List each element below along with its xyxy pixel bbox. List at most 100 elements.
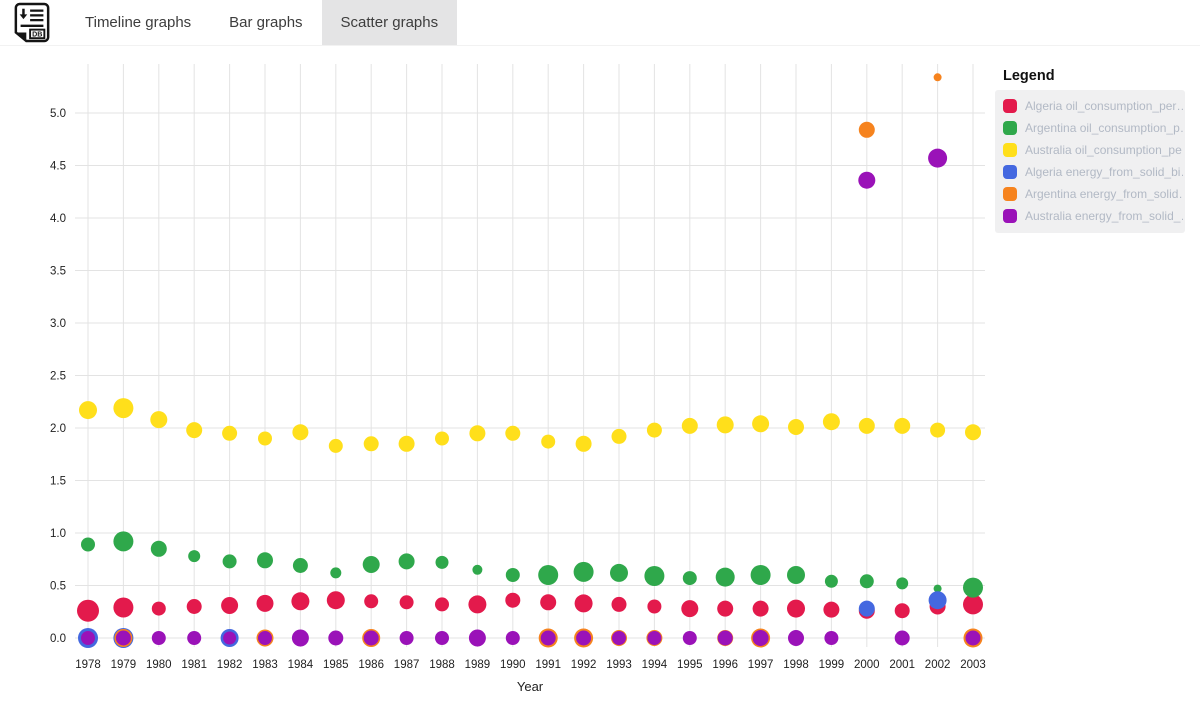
data-point-series-2[interactable] xyxy=(292,424,309,441)
data-point-series-1[interactable] xyxy=(81,537,95,552)
data-point-series-0[interactable] xyxy=(505,592,521,608)
data-point-series-5[interactable] xyxy=(612,631,626,645)
data-point-series-2[interactable] xyxy=(788,419,804,435)
data-point-series-1[interactable] xyxy=(505,568,520,582)
data-point-series-5[interactable] xyxy=(752,630,769,646)
data-point-series-5[interactable] xyxy=(468,629,486,647)
data-point-series-2[interactable] xyxy=(930,422,946,438)
data-point-series-5[interactable] xyxy=(788,630,804,646)
data-point-series-3[interactable] xyxy=(858,600,875,617)
data-point-series-0[interactable] xyxy=(540,594,557,611)
data-point-series-2[interactable] xyxy=(894,417,911,434)
data-point-series-2[interactable] xyxy=(575,435,592,452)
tab-scatter-graphs[interactable]: Scatter graphs xyxy=(321,0,458,45)
tab-timeline-graphs[interactable]: Timeline graphs xyxy=(66,0,210,45)
legend-item-5[interactable]: Australia energy_from_solid_… xyxy=(1003,205,1185,227)
data-point-series-5[interactable] xyxy=(187,631,202,645)
data-point-series-2[interactable] xyxy=(258,431,272,446)
data-point-series-2[interactable] xyxy=(646,422,662,438)
data-point-series-2[interactable] xyxy=(505,425,521,441)
data-point-series-5[interactable] xyxy=(505,631,520,645)
data-point-series-1[interactable] xyxy=(750,565,771,585)
data-point-series-1[interactable] xyxy=(963,577,983,598)
data-point-series-2[interactable] xyxy=(965,424,981,441)
data-point-series-2[interactable] xyxy=(469,425,486,442)
data-point-series-2[interactable] xyxy=(328,438,343,453)
data-point-series-0[interactable] xyxy=(681,600,699,618)
data-point-series-5[interactable] xyxy=(894,630,910,646)
data-point-series-5[interactable] xyxy=(647,631,662,645)
data-point-series-0[interactable] xyxy=(364,594,379,609)
data-point-series-0[interactable] xyxy=(151,601,166,616)
data-point-series-0[interactable] xyxy=(399,595,414,610)
data-point-series-5[interactable] xyxy=(151,631,166,645)
data-point-series-5[interactable] xyxy=(928,148,948,168)
data-point-series-5[interactable] xyxy=(363,630,379,646)
data-point-series-1[interactable] xyxy=(292,558,308,573)
data-point-series-5[interactable] xyxy=(115,630,131,646)
data-point-series-5[interactable] xyxy=(291,629,309,647)
data-point-series-1[interactable] xyxy=(150,540,167,557)
data-point-series-0[interactable] xyxy=(717,600,734,617)
data-point-series-5[interactable] xyxy=(328,630,344,646)
data-point-series-4[interactable] xyxy=(858,121,875,138)
data-point-series-5[interactable] xyxy=(435,631,449,645)
tab-bar-graphs[interactable]: Bar graphs xyxy=(210,0,321,45)
legend-item-1[interactable]: Argentina oil_consumption_p… xyxy=(1003,117,1185,139)
data-point-series-5[interactable] xyxy=(223,631,237,645)
data-point-series-0[interactable] xyxy=(752,600,769,617)
data-point-series-2[interactable] xyxy=(79,401,97,420)
data-point-series-0[interactable] xyxy=(256,594,274,612)
data-point-series-0[interactable] xyxy=(787,599,805,618)
data-point-series-0[interactable] xyxy=(113,597,134,618)
legend-item-4[interactable]: Argentina energy_from_solid… xyxy=(1003,183,1185,205)
data-point-series-2[interactable] xyxy=(186,422,203,439)
data-point-series-2[interactable] xyxy=(150,411,168,429)
data-point-series-2[interactable] xyxy=(752,415,770,433)
data-point-series-0[interactable] xyxy=(823,601,840,618)
data-point-series-5[interactable] xyxy=(824,631,839,645)
legend-item-0[interactable]: Algeria oil_consumption_per… xyxy=(1003,95,1185,117)
data-point-series-2[interactable] xyxy=(222,425,238,441)
data-point-series-1[interactable] xyxy=(896,577,909,590)
data-point-series-0[interactable] xyxy=(435,597,449,612)
data-point-series-1[interactable] xyxy=(573,561,594,582)
data-point-series-5[interactable] xyxy=(576,630,592,646)
data-point-series-0[interactable] xyxy=(291,592,310,611)
data-point-series-1[interactable] xyxy=(472,564,483,575)
data-point-series-1[interactable] xyxy=(933,584,942,593)
data-point-series-2[interactable] xyxy=(611,428,627,444)
data-point-series-5[interactable] xyxy=(540,630,556,646)
data-point-series-0[interactable] xyxy=(894,603,910,619)
legend-item-2[interactable]: Australia oil_consumption_pe… xyxy=(1003,139,1185,161)
data-point-series-1[interactable] xyxy=(715,567,735,587)
app-logo[interactable]: DB xyxy=(0,0,66,45)
data-point-series-2[interactable] xyxy=(858,417,875,434)
data-point-series-1[interactable] xyxy=(330,567,342,579)
data-point-series-1[interactable] xyxy=(362,556,380,573)
data-point-series-1[interactable] xyxy=(257,552,273,569)
data-point-series-0[interactable] xyxy=(77,599,99,622)
data-point-series-5[interactable] xyxy=(682,631,697,645)
data-point-series-4[interactable] xyxy=(933,73,942,82)
data-point-series-2[interactable] xyxy=(113,398,134,419)
data-point-series-5[interactable] xyxy=(858,171,876,189)
data-point-series-2[interactable] xyxy=(541,434,556,449)
data-point-series-2[interactable] xyxy=(822,413,840,431)
data-point-series-1[interactable] xyxy=(824,574,838,588)
data-point-series-1[interactable] xyxy=(787,566,805,584)
data-point-series-2[interactable] xyxy=(716,416,734,434)
data-point-series-1[interactable] xyxy=(113,531,134,552)
data-point-series-2[interactable] xyxy=(435,431,449,446)
data-point-series-0[interactable] xyxy=(963,594,983,615)
data-point-series-5[interactable] xyxy=(258,631,272,645)
data-point-series-0[interactable] xyxy=(647,599,662,614)
data-point-series-1[interactable] xyxy=(644,566,665,586)
data-point-series-3[interactable] xyxy=(928,591,947,610)
data-point-series-2[interactable] xyxy=(681,417,698,434)
data-point-series-1[interactable] xyxy=(222,554,237,569)
data-point-series-1[interactable] xyxy=(435,555,449,569)
legend-item-3[interactable]: Algeria energy_from_solid_bi… xyxy=(1003,161,1185,183)
data-point-series-5[interactable] xyxy=(81,631,95,645)
data-point-series-2[interactable] xyxy=(398,435,415,452)
